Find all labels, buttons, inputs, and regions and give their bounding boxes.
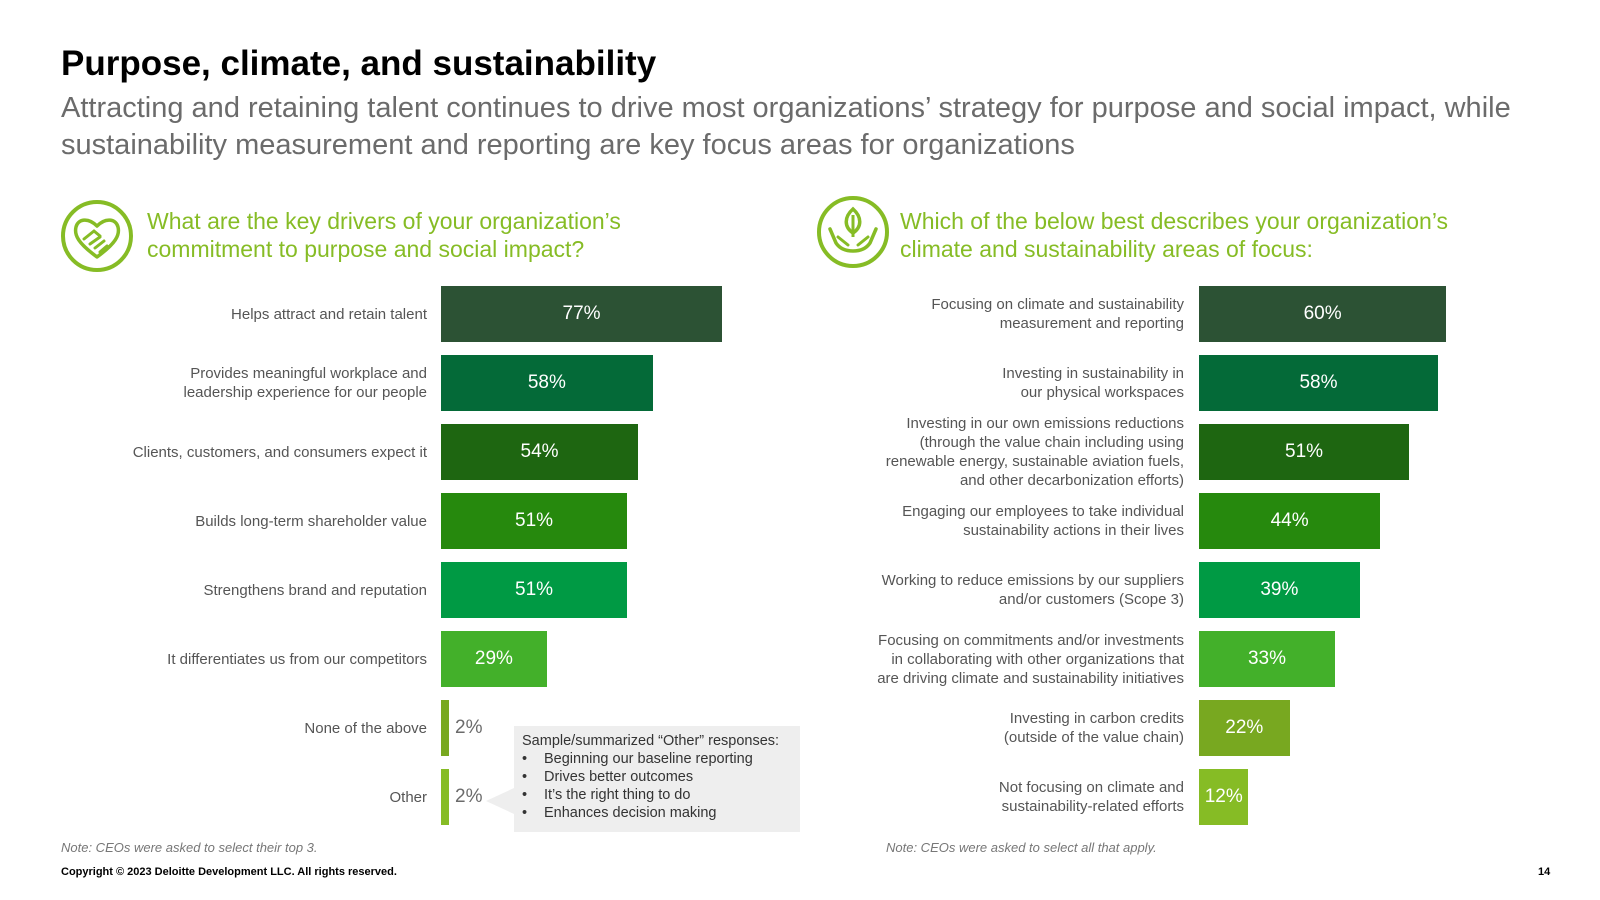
bar [441,424,639,480]
bar [441,562,628,618]
bar-value-label: 58% [527,372,566,393]
bar [1199,493,1381,549]
bar-value-label: 22% [1225,717,1264,738]
bar [1199,424,1410,480]
bar-category-label: Focusing on climate and sustainability m… [931,296,1184,332]
page-subtitle: Attracting and retaining talent continue… [61,92,1511,161]
bar-category-label: Clients, customers, and consumers expect… [132,443,427,461]
bar [1199,700,1290,756]
bar-category-label: None of the above [304,719,427,737]
callout-item: It’s the right thing to do [522,786,800,804]
bar-category-label: Builds long-term shareholder value [195,512,427,530]
bar-value-label: 77% [562,303,601,324]
handshake-heart-icon [61,200,133,272]
bar-value-label: 58% [1299,372,1338,393]
bar-category-label: Other [389,788,427,806]
bar-value-label: 2% [455,786,483,807]
bar-category-label: Provides meaningful workplace and leader… [183,365,428,401]
bar-value-label: 51% [1285,441,1324,462]
callout-heading: Sample/summarized “Other” responses: [522,733,780,749]
bar [441,355,653,411]
left-note: Note: CEOs were asked to select their to… [61,840,318,855]
bar-category-label: Investing in our own emissions reduction… [885,415,1184,489]
left-question: What are the key drivers of your organiz… [147,208,621,262]
bar-category-label: Focusing on commitments and/or investmen… [877,631,1184,687]
copyright: Copyright © 2023 Deloitte Development LL… [61,866,397,878]
bar [441,286,723,342]
bar [1199,631,1335,687]
bar-value-label: 51% [515,579,554,600]
callout-item: Beginning our baseline reporting [522,750,800,768]
bar-value-label: 60% [1303,303,1342,324]
bar [1199,355,1438,411]
bar-value-label: 2% [455,717,483,738]
bar-category-label: Working to reduce emissions by our suppl… [881,572,1184,608]
bar-category-label: Investing in sustainability in our physi… [1002,365,1184,401]
bar-category-label: Engaging our employees to take individua… [902,503,1184,539]
callout-list: Beginning our baseline reporting Drives … [522,750,800,822]
bar-value-label: 44% [1270,510,1309,531]
bar [441,769,449,825]
page-number: 14 [1538,866,1551,878]
bar [441,493,628,549]
bar [441,700,449,756]
callout-item: Drives better outcomes [522,768,800,786]
bar-category-label: Not focusing on climate and sustainabili… [998,779,1184,815]
bar-value-label: 54% [520,441,559,462]
leaf-in-hands-icon [817,196,889,268]
bar-category-label: Helps attract and retain talent [231,305,427,323]
callout-pointer [486,788,514,814]
bar [1199,769,1249,825]
bar-value-label: 29% [474,648,513,669]
bar [1199,286,1447,342]
bar-value-label: 33% [1247,648,1286,669]
right-note: Note: CEOs were asked to select all that… [886,840,1157,855]
bar [441,631,547,687]
bar-value-label: 51% [515,510,554,531]
bar-category-label: Strengthens brand and reputation [203,581,428,599]
bar-value-label: 12% [1204,786,1243,807]
bar-category-label: It differentiates us from our competitor… [167,650,427,668]
other-responses-callout: Sample/summarized “Other” responses: Beg… [514,726,800,832]
right-question: Which of the below best describes your o… [900,208,1449,262]
bar-category-label: Investing in carbon credits (outside of … [1003,710,1184,746]
page-title: Purpose, climate, and sustainability [61,44,657,83]
bar-value-label: 39% [1260,579,1299,600]
callout-item: Enhances decision making [522,804,800,822]
bar [1199,562,1360,618]
